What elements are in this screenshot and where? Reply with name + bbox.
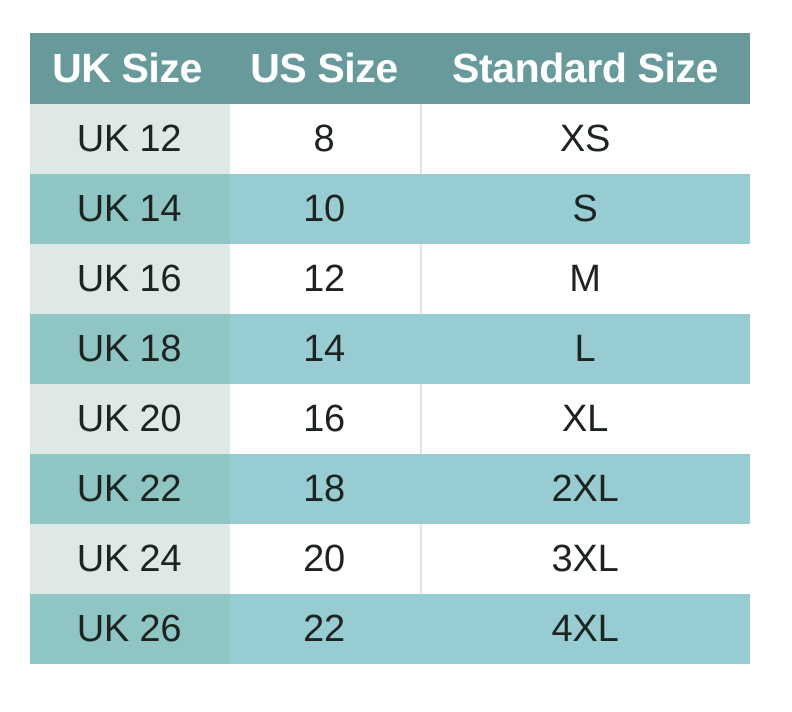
size-conversion-table: UK Size US Size Standard Size UK 12 8 XS… bbox=[30, 33, 750, 664]
cell-uk-size: UK 12 bbox=[30, 104, 228, 174]
cell-standard-size: 3XL bbox=[420, 524, 750, 594]
cell-standard-size: S bbox=[420, 174, 750, 244]
cell-uk-size: UK 20 bbox=[30, 384, 228, 454]
cell-uk-size: UK 26 bbox=[30, 594, 228, 664]
column-header-standard-size: Standard Size bbox=[420, 33, 750, 104]
cell-uk-size: UK 24 bbox=[30, 524, 228, 594]
table-header: UK Size US Size Standard Size bbox=[30, 33, 750, 104]
cell-uk-size: UK 14 bbox=[30, 174, 228, 244]
table-row: UK 20 16 XL bbox=[30, 384, 750, 454]
cell-uk-size: UK 22 bbox=[30, 454, 228, 524]
table-row: UK 26 22 4XL bbox=[30, 594, 750, 664]
size-chart-container: UK Size US Size Standard Size UK 12 8 XS… bbox=[30, 33, 750, 664]
table-row: UK 24 20 3XL bbox=[30, 524, 750, 594]
cell-uk-size: UK 18 bbox=[30, 314, 228, 384]
cell-standard-size: 2XL bbox=[420, 454, 750, 524]
cell-uk-size: UK 16 bbox=[30, 244, 228, 314]
table-row: UK 18 14 L bbox=[30, 314, 750, 384]
table-body: UK 12 8 XS UK 14 10 S UK 16 12 M UK 18 1… bbox=[30, 104, 750, 664]
cell-us-size: 20 bbox=[228, 524, 420, 594]
cell-us-size: 12 bbox=[228, 244, 420, 314]
cell-us-size: 14 bbox=[228, 314, 420, 384]
cell-us-size: 18 bbox=[228, 454, 420, 524]
cell-standard-size: 4XL bbox=[420, 594, 750, 664]
cell-standard-size: M bbox=[420, 244, 750, 314]
column-header-us-size: US Size bbox=[228, 33, 420, 104]
table-row: UK 14 10 S bbox=[30, 174, 750, 244]
cell-us-size: 8 bbox=[228, 104, 420, 174]
table-row: UK 16 12 M bbox=[30, 244, 750, 314]
table-row: UK 12 8 XS bbox=[30, 104, 750, 174]
cell-standard-size: L bbox=[420, 314, 750, 384]
cell-standard-size: XL bbox=[420, 384, 750, 454]
cell-us-size: 16 bbox=[228, 384, 420, 454]
table-row: UK 22 18 2XL bbox=[30, 454, 750, 524]
cell-us-size: 10 bbox=[228, 174, 420, 244]
cell-us-size: 22 bbox=[228, 594, 420, 664]
column-header-uk-size: UK Size bbox=[30, 33, 228, 104]
header-row: UK Size US Size Standard Size bbox=[30, 33, 750, 104]
cell-standard-size: XS bbox=[420, 104, 750, 174]
